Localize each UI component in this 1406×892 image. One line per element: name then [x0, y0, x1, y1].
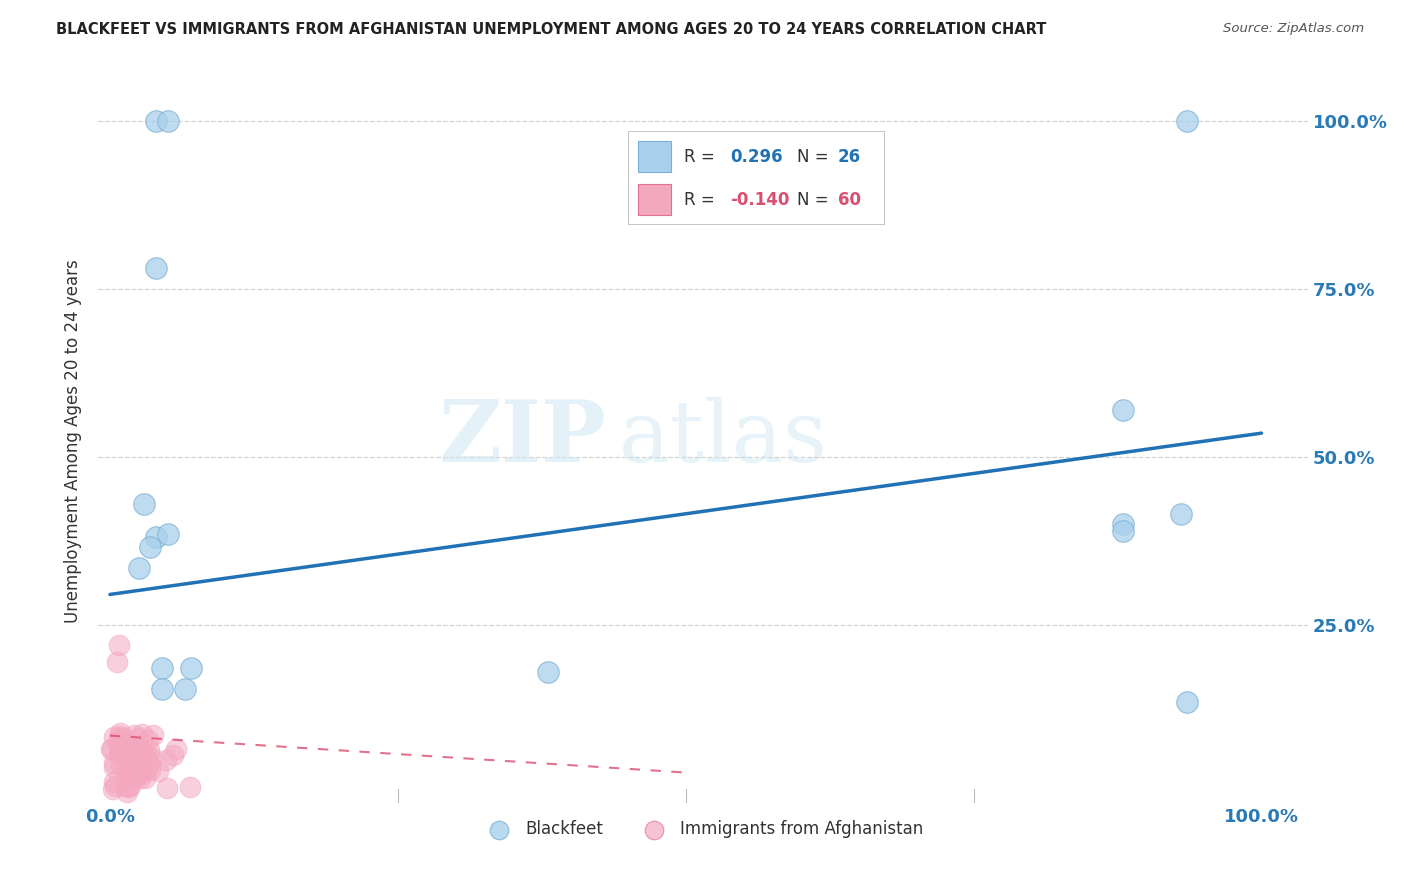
Point [118, 779, 141, 793]
Point [117, 748, 139, 763]
Point [128, 754, 150, 768]
Point [1170, 507, 1192, 521]
Point [1112, 516, 1135, 531]
Point [150, 661, 173, 675]
Point [115, 765, 138, 780]
Point [148, 764, 170, 778]
Point [104, 779, 127, 793]
Point [129, 764, 152, 779]
Point [103, 731, 125, 745]
Point [120, 768, 142, 782]
Text: N =: N = [797, 148, 828, 166]
Text: ZIP: ZIP [439, 396, 606, 480]
Point [122, 770, 145, 784]
Text: BLACKFEET VS IMMIGRANTS FROM AFGHANISTAN UNEMPLOYMENT AMONG AGES 20 TO 24 YEARS : BLACKFEET VS IMMIGRANTS FROM AFGHANISTAN… [56, 22, 1046, 37]
Point [132, 746, 155, 760]
FancyBboxPatch shape [638, 141, 672, 172]
Y-axis label: Unemployment Among Ages 20 to 24 years: Unemployment Among Ages 20 to 24 years [65, 260, 83, 624]
Point [110, 745, 132, 759]
Point [179, 780, 201, 794]
Point [115, 764, 138, 779]
Point [131, 727, 153, 741]
Text: R =: R = [685, 148, 716, 166]
Text: R =: R = [685, 191, 716, 209]
Point [134, 771, 156, 785]
Text: Source: ZipAtlas.com: Source: ZipAtlas.com [1223, 22, 1364, 36]
Point [165, 742, 187, 756]
Point [111, 731, 134, 745]
Point [156, 780, 179, 795]
Point [103, 756, 125, 770]
Point [114, 739, 136, 754]
Point [145, 261, 167, 276]
Point [101, 742, 124, 756]
Point [117, 761, 139, 775]
Point [155, 753, 177, 767]
Point [128, 766, 150, 780]
Point [100, 742, 122, 756]
Text: 60: 60 [838, 191, 860, 209]
Point [118, 747, 141, 761]
Point [139, 541, 162, 555]
Point [128, 740, 150, 755]
Point [108, 638, 131, 652]
Point [107, 733, 129, 747]
Point [536, 665, 558, 679]
Point [103, 774, 125, 789]
Point [173, 681, 195, 696]
Point [145, 530, 167, 544]
Point [128, 560, 150, 574]
Point [108, 729, 131, 743]
Point [105, 655, 128, 669]
Point [134, 497, 156, 511]
Point [135, 749, 157, 764]
Point [103, 760, 125, 774]
Legend: Blackfeet, Immigrants from Afghanistan: Blackfeet, Immigrants from Afghanistan [475, 814, 931, 845]
Point [145, 113, 167, 128]
Point [125, 771, 148, 785]
Point [150, 681, 173, 696]
Point [162, 747, 184, 762]
Point [117, 784, 139, 798]
Point [129, 771, 152, 785]
Point [121, 742, 143, 756]
Point [139, 764, 162, 778]
Point [110, 758, 132, 772]
Text: N =: N = [797, 191, 828, 209]
Point [125, 766, 148, 780]
Point [1175, 113, 1198, 128]
Point [117, 780, 139, 794]
Point [135, 762, 157, 776]
Text: 26: 26 [838, 148, 860, 166]
Point [1112, 524, 1135, 538]
Point [125, 755, 148, 769]
Point [107, 739, 129, 754]
Point [156, 113, 179, 128]
Point [114, 750, 136, 764]
Point [141, 751, 163, 765]
Point [110, 725, 132, 739]
Text: atlas: atlas [619, 396, 828, 480]
Point [180, 661, 202, 675]
Point [136, 732, 159, 747]
Point [142, 728, 165, 742]
Point [1112, 402, 1135, 417]
Point [114, 780, 136, 794]
Point [138, 756, 160, 771]
Point [108, 746, 131, 760]
Point [1175, 695, 1198, 709]
Point [127, 731, 149, 746]
Point [122, 727, 145, 741]
Point [138, 743, 160, 757]
Point [156, 527, 179, 541]
Text: 0.296: 0.296 [730, 148, 783, 166]
Point [101, 781, 124, 796]
FancyBboxPatch shape [638, 184, 672, 215]
Point [117, 742, 139, 756]
Text: -0.140: -0.140 [730, 191, 790, 209]
